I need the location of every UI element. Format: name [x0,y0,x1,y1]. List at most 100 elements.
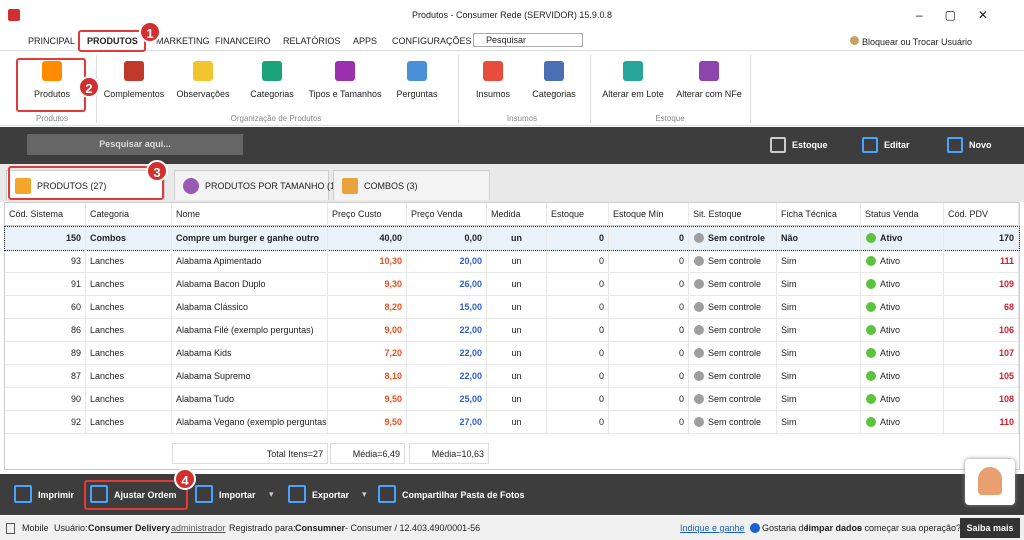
status-text: Consumner [295,523,346,533]
ribbon-separator [590,55,591,123]
status-text[interactable]: Indique e ganhe [680,523,745,533]
grid-row[interactable]: 60 Lanches Alabama Clássico 8,20 15,00 un 0 0 Se… [5,296,1019,319]
grid-cell: Compre um burger e ganhe outro [172,227,328,250]
grid-row[interactable]: 89 Lanches Alabama Kids 7,20 22,00 un 0 0 Sem co… [5,342,1019,365]
grid-row[interactable]: 150 Combos Compre um burger e ganhe outro 4… [4,226,1020,251]
status-dot [866,233,876,243]
grid-cell: Lanches [86,388,172,411]
column-header[interactable]: Estoque [547,203,609,226]
grid-cell: 0 [547,319,609,342]
ribbon-button[interactable]: Alterar com NFe [676,89,742,99]
column-header[interactable]: Sit. Estoque [689,203,777,226]
toolbar-button[interactable]: Editar [884,140,910,150]
grid-row[interactable]: 93 Lanches Alabama Apimentado 10,30 20,00 un 0… [5,250,1019,273]
ribbon-button[interactable]: Produtos [33,89,71,99]
tabs-area [0,164,1024,202]
grid-cell: Ativo [861,319,944,342]
action-button[interactable]: Ajustar Ordem [114,490,177,500]
action-icon [378,485,396,503]
ribbon-button[interactable]: Categorias [532,89,576,99]
grid-cell: 107 [944,342,1019,365]
grid-cell: Não [777,227,861,250]
grid-row[interactable]: 87 Lanches Alabama Supremo 8,10 22,00 un 0 0 Sem… [5,365,1019,388]
dropdown-arrow: ▾ [362,489,367,499]
action-button[interactable]: Exportar [312,490,350,500]
grid-cell: Ativo [861,365,944,388]
column-header[interactable]: Ficha Técnica [777,203,861,226]
grid-cell: 9,50 [328,388,407,411]
window-controls[interactable]: –▢✕ [915,8,1010,22]
action-icon [195,485,213,503]
column-header[interactable]: Cód. PDV [944,203,1019,226]
status-dot [866,394,876,404]
step-badge: 4 [174,468,196,490]
ribbon-icon [42,61,62,81]
tab[interactable]: COMBOS (3) [333,170,490,200]
highlight-box [84,480,188,510]
column-header[interactable]: Status Venda [861,203,944,226]
menu-tab[interactable]: PRODUTOS [87,36,138,46]
grid-cell: 105 [944,365,1019,388]
grid-cell: 22,00 [407,342,487,365]
more-button[interactable]: Saiba mais [960,518,1020,538]
grid-cell: 20,00 [407,250,487,273]
column-header[interactable]: Estoque Mín [609,203,689,226]
menu-tab[interactable]: PRINCIPAL [28,36,75,46]
ribbon-group-label: Insumos [506,114,538,123]
grid-cell: 15,00 [407,296,487,319]
column-header[interactable]: Preço Custo [328,203,407,226]
search-box[interactable]: Pesquisar aqui... [27,134,243,155]
tab[interactable]: PRODUTOS (27) [6,170,165,200]
ribbon-button[interactable]: Insumos [475,89,510,99]
user-button[interactable]: Bloquear ou Trocar Usuário [850,36,972,47]
column-header[interactable]: Medida [487,203,547,226]
highlight-box [8,166,164,200]
grid-row[interactable]: 91 Lanches Alabama Bacon Duplo 9,30 26,00 un 0… [5,273,1019,296]
grid-row[interactable]: 92 Lanches Alabama Vegano (exemplo pergunt… [5,411,1019,434]
menu-tab[interactable]: CONFIGURAÇÕES [392,36,472,46]
menu-tab[interactable]: RELATÓRIOS [283,36,341,46]
grid-cell: 89 [5,342,86,365]
toolbar-icon [862,137,878,153]
toolbar: Pesquisar aqui... Estoque Editar Novo [0,127,1024,164]
action-button[interactable]: Importar [219,490,256,500]
menu-tab[interactable]: MARKETING [156,36,210,46]
column-header[interactable]: Nome [172,203,328,226]
action-button[interactable]: Compartilhar Pasta de Fotos [402,490,525,500]
action-button[interactable]: Imprimir [38,490,75,500]
menu-search[interactable]: Pesquisar [473,33,583,47]
column-header[interactable]: Preço Venda [407,203,487,226]
status-dot [694,279,704,289]
grid-cell: 22,00 [407,365,487,388]
column-header[interactable]: Cód. Sistema [5,203,86,226]
grid-cell: 0 [609,342,689,365]
grid-cell: 0 [547,365,609,388]
menu-tab[interactable]: FINANCEIRO [215,36,271,46]
grid-row[interactable]: 86 Lanches Alabama Filé (exemplo perguntas… [5,319,1019,342]
menu-tab[interactable]: APPS [353,36,378,46]
ribbon-button[interactable]: Observações [176,89,230,99]
grid-cell: 7,20 [328,342,407,365]
ribbon-button[interactable]: Alterar em Lote [602,89,664,99]
grid-cell: Sim [777,296,861,319]
status-text[interactable]: Mobile [22,523,49,533]
ribbon-button[interactable]: Tipos e Tamanhos [308,89,382,99]
column-header[interactable]: Categoria [86,203,172,226]
grid-cell: un [487,250,547,273]
grid-cell: Alabama Kids [172,342,328,365]
grid-cell: Sim [777,319,861,342]
grid-row[interactable]: 90 Lanches Alabama Tudo 9,50 25,00 un 0 0 Sem co… [5,388,1019,411]
ribbon-button[interactable]: Perguntas [396,89,438,99]
ribbon-group-label: Produtos [35,114,69,123]
status-text: e começar sua operação? [857,523,962,533]
grid-cell: Sem controle [689,365,777,388]
ribbon-icon [623,61,643,81]
support-avatar[interactable] [965,459,1015,505]
tab[interactable]: PRODUTOS POR TAMANHO (10) [174,170,343,200]
toolbar-button[interactable]: Estoque [792,140,828,150]
ribbon-button[interactable]: Complementos [103,89,165,99]
toolbar-button[interactable]: Novo [969,140,992,150]
ribbon-button[interactable]: Categorias [250,89,294,99]
status-text[interactable]: administrador [171,523,226,533]
